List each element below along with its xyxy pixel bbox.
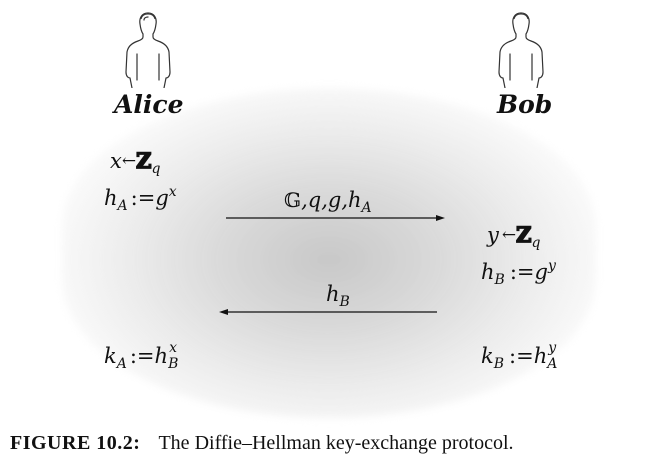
alice-h-lhs: h — [104, 186, 118, 210]
message-params-sub: A — [361, 200, 372, 216]
bob-choose-y: y ←ℤq — [487, 222, 540, 250]
bob-key: kB:=h y A — [481, 341, 559, 372]
alice-h-base: g — [155, 186, 169, 210]
alice-compute-h: hA:=gx — [104, 185, 177, 213]
alice-k-base-sub: B — [168, 356, 179, 372]
bob-k-exp: y — [548, 340, 557, 356]
figure-caption: FIGURE 10.2: The Diffie–Hellman key-excha… — [10, 432, 514, 455]
alice-choose-x: x←ℤq — [110, 148, 160, 176]
alice-k-base: h — [154, 344, 169, 368]
background-glow — [62, 88, 596, 418]
alice-person-icon — [125, 12, 171, 88]
alice-key: kA:=h x B — [104, 341, 180, 372]
bob-h-lhs-sub: B — [494, 272, 505, 288]
bob-h-base: g — [534, 260, 548, 284]
message-params: ,q,g,h — [301, 188, 362, 212]
bob-k-lhs: k — [481, 344, 494, 368]
alice-k-op: := — [129, 344, 155, 368]
message-alice-to-bob-label: 𝔾,q,g,hA — [284, 188, 372, 216]
bob-person-icon — [498, 12, 544, 88]
figure-caption-text: The Diffie–Hellman key-exchange protocol… — [158, 432, 514, 454]
bob-name-label: Bob — [497, 90, 553, 119]
bob-h-exp: y — [547, 258, 556, 274]
alice-h-op: := — [130, 186, 156, 210]
alice-set-z: ℤ — [136, 148, 152, 173]
bob-k-op: := — [509, 344, 534, 368]
alice-h-lhs-sub: A — [117, 198, 128, 214]
bob-h-lhs: h — [481, 260, 495, 284]
bob-k-lhs-sub: B — [493, 356, 505, 372]
figure-colon: : — [133, 432, 141, 454]
alice-h-exp: x — [168, 184, 177, 200]
figure-label: FIGURE 10.2 — [10, 432, 134, 454]
message-bob-to-alice-label: hB — [326, 282, 350, 310]
message-hb-sub: B — [339, 294, 350, 310]
bob-h-op: := — [509, 260, 535, 284]
bob-set-sub: q — [531, 235, 541, 251]
message-group-symbol: 𝔾 — [284, 188, 302, 212]
bob-assign-arrow: ← — [501, 225, 517, 245]
bob-k-base: h — [533, 344, 548, 368]
alice-k-exp: x — [169, 340, 177, 356]
bob-var-y: y — [487, 223, 499, 247]
alice-k-lhs: k — [104, 344, 117, 368]
alice-name-label: Alice — [114, 90, 184, 119]
alice-assign-arrow: ← — [121, 151, 137, 171]
alice-k-lhs-sub: A — [116, 356, 127, 372]
alice-set-sub: q — [151, 161, 161, 177]
message-hb: h — [326, 282, 340, 306]
bob-k-base-sub: A — [547, 356, 558, 372]
alice-var-x: x — [110, 149, 122, 173]
bob-compute-h: hB:=gy — [481, 259, 556, 287]
bob-set-z: ℤ — [516, 222, 532, 247]
